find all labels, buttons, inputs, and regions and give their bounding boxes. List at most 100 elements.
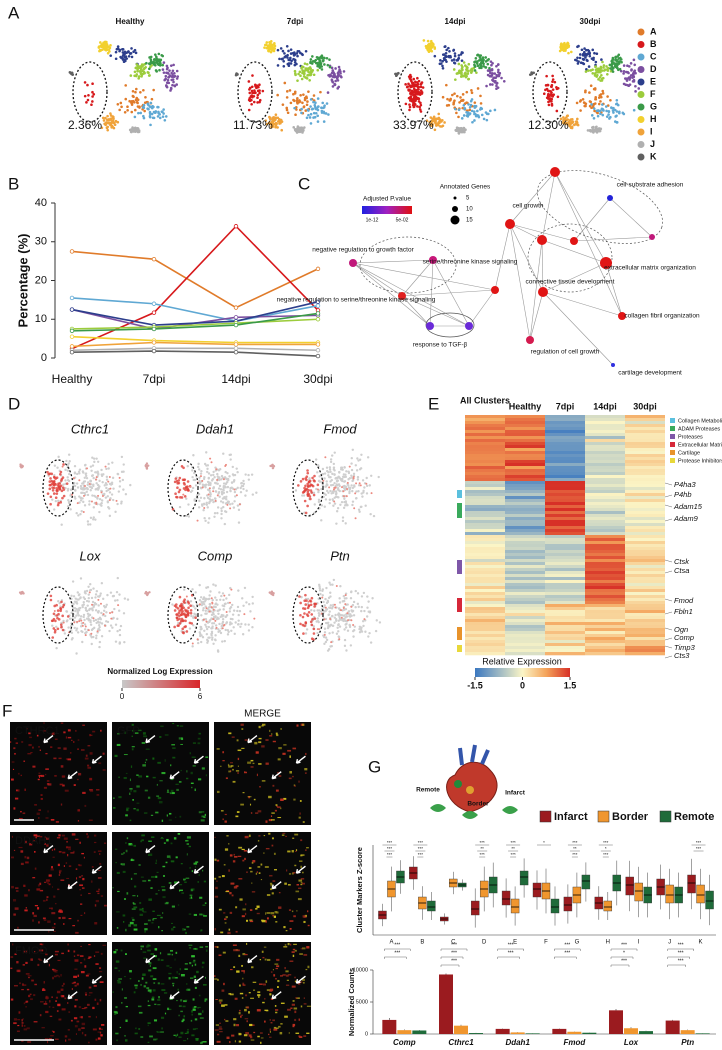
- cell-dot: [143, 66, 147, 70]
- cell-dot: [147, 103, 150, 107]
- heat-cell: [625, 517, 665, 521]
- cell-dot: [109, 114, 113, 117]
- cell-dot: [280, 128, 284, 132]
- cell-dot: [126, 598, 130, 601]
- cell-dot: [108, 121, 111, 125]
- cell-dot: [93, 626, 96, 630]
- expr-dot: [181, 478, 185, 482]
- cell-dot: [84, 606, 87, 610]
- cell-dot: [206, 467, 209, 471]
- heat-cell: [505, 550, 545, 554]
- cell-dot: [336, 626, 339, 629]
- speck: [43, 722, 45, 725]
- heat-cell: [625, 646, 665, 650]
- heat-cell: [585, 451, 625, 455]
- expr-dot: [53, 609, 56, 612]
- speck: [166, 791, 170, 793]
- heat-cell: [585, 436, 625, 440]
- cell-dot: [274, 113, 278, 116]
- cell-dot: [205, 470, 209, 474]
- heat-cell: [545, 529, 585, 533]
- cell-dot: [199, 472, 203, 475]
- cell-dot: [311, 68, 315, 72]
- expr-dot: [99, 602, 102, 605]
- expr-dot: [345, 495, 348, 498]
- speck: [159, 736, 162, 738]
- column-header: Healthy: [509, 401, 542, 411]
- heat-cell: [465, 574, 505, 578]
- cell-dot: [323, 642, 326, 646]
- cell-dot: [237, 619, 240, 622]
- gene-label: P4ha3: [674, 480, 697, 489]
- expr-dot: [306, 493, 310, 496]
- speck: [56, 837, 61, 839]
- speck: [216, 748, 220, 750]
- cell-dot: [590, 106, 593, 110]
- speck: [230, 762, 233, 764]
- cell-dot: [113, 607, 116, 611]
- expr-dot: [238, 503, 241, 506]
- cell-dot: [228, 593, 231, 597]
- cell-dot: [573, 123, 576, 127]
- cell-dot: [455, 111, 458, 115]
- cell-dot: [214, 624, 218, 627]
- cell-dot: [358, 510, 361, 513]
- speck: [296, 724, 299, 727]
- cell-dot: [308, 78, 311, 82]
- heat-cell: [505, 532, 545, 536]
- speck: [222, 760, 225, 762]
- expr-dot: [187, 601, 191, 605]
- speck: [289, 771, 292, 774]
- cell-dot: [361, 620, 365, 623]
- heat-cell: [625, 592, 665, 596]
- cell-dot: [322, 106, 326, 109]
- cell-dot: [298, 100, 302, 103]
- cell-dot: [203, 516, 206, 520]
- heat-cell: [625, 628, 665, 632]
- expr-dot: [48, 480, 52, 483]
- expr-dot: [185, 630, 189, 633]
- cell-dot: [84, 592, 87, 595]
- heat-cell: [505, 448, 545, 452]
- legend-swatch: [637, 53, 645, 61]
- heat-cell: [585, 517, 625, 521]
- cell-dot: [414, 80, 417, 84]
- panel-label: B: [8, 174, 19, 193]
- cell-dot: [89, 485, 93, 489]
- heat-cell: [625, 436, 665, 440]
- speck: [72, 850, 75, 853]
- cell-dot: [217, 612, 220, 615]
- cell-dot: [334, 79, 337, 83]
- cell-dot: [18, 591, 22, 594]
- cell-dot: [417, 79, 421, 83]
- cell-dot: [295, 108, 298, 111]
- speck: [97, 892, 100, 895]
- cell-dot: [452, 68, 456, 71]
- cell-dot: [630, 69, 633, 72]
- speck: [298, 816, 301, 819]
- cell-dot: [236, 609, 239, 613]
- cell-dot: [417, 92, 420, 96]
- expr-dot: [305, 475, 309, 478]
- speck: [77, 772, 82, 776]
- expr-dot: [352, 475, 355, 478]
- expr-dot: [62, 494, 66, 498]
- cell-dot: [307, 90, 310, 93]
- cell-dot: [453, 107, 457, 111]
- heat-cell: [625, 565, 665, 569]
- cell-dot: [148, 74, 151, 77]
- expr-dot: [182, 481, 186, 485]
- speck: [152, 757, 155, 760]
- cell-dot: [334, 67, 337, 70]
- cell-dot: [404, 102, 408, 106]
- cell-dot: [152, 110, 156, 114]
- gene-label: Fbln1: [674, 607, 693, 616]
- speck: [51, 849, 54, 851]
- cell-dot: [116, 617, 119, 621]
- expr-dot: [95, 501, 98, 504]
- speck: [62, 851, 66, 854]
- heat-cell: [465, 550, 505, 554]
- cell-dot: [365, 615, 369, 618]
- gene-title: Lox: [80, 548, 101, 563]
- cell-dot: [116, 103, 120, 106]
